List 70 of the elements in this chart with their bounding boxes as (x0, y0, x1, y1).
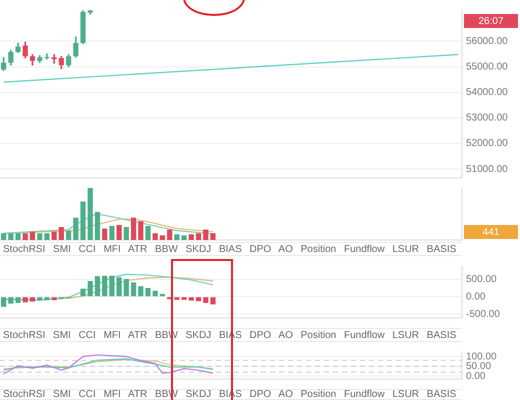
bar (52, 297, 57, 300)
bar (109, 276, 114, 296)
bar (94, 276, 100, 296)
bar (30, 297, 36, 302)
y-tick-label: 100.00 (466, 351, 498, 362)
y-tick-label: 500.00 (466, 274, 498, 286)
bar (1, 233, 6, 240)
y-tick-label: 52000.00 (466, 138, 508, 150)
bar (174, 297, 180, 300)
bar (44, 297, 50, 300)
bar (196, 233, 202, 240)
bar (188, 234, 194, 240)
bar (145, 226, 151, 240)
bar (30, 232, 36, 240)
bar (116, 277, 122, 296)
y-tick-label: 55000.00 (466, 62, 508, 73)
bar (58, 227, 64, 240)
bar (196, 297, 202, 302)
bar (37, 233, 42, 240)
bar (130, 282, 136, 296)
bar (80, 202, 86, 240)
bar (174, 234, 180, 240)
bar (152, 233, 158, 240)
bar (138, 221, 144, 240)
bar (52, 232, 57, 240)
bar (94, 212, 100, 240)
y-tick-label: 50.00 (466, 361, 492, 372)
bar (181, 235, 187, 240)
bar (160, 235, 166, 240)
bar (210, 233, 216, 240)
text: 441 (482, 226, 500, 238)
y-tick-label: 53000.00 (466, 112, 508, 124)
bar (15, 233, 21, 240)
bar (124, 278, 129, 296)
bar (73, 218, 78, 240)
bar (66, 230, 72, 240)
bar (181, 297, 187, 300)
text: StochRSI SMI CCI MFI ATR BBW SKDJ BIAS DPO AO Position Fundflow LSUR BASIS (0, 242, 462, 256)
bar (102, 228, 108, 240)
bar (37, 297, 42, 301)
bar (116, 224, 122, 240)
bar (203, 230, 208, 240)
y-tick-label: 0.00 (466, 291, 486, 302)
bar (109, 226, 114, 240)
y-tick-label: 56000.00 (466, 36, 508, 47)
bar (167, 230, 172, 240)
bar (80, 288, 86, 296)
text: 26:07 (478, 16, 504, 27)
bar (1, 297, 6, 307)
bar (188, 297, 194, 301)
bar (8, 233, 14, 240)
bar (124, 227, 129, 240)
bar (44, 233, 50, 240)
bar (8, 297, 14, 304)
y-tick-label: 51000.00 (466, 164, 508, 175)
bar (145, 288, 151, 296)
bar (130, 218, 136, 240)
y-tick-label: 0.00 (466, 370, 486, 382)
bar (88, 188, 93, 240)
bar (152, 290, 158, 296)
bar (210, 297, 216, 304)
bar (88, 281, 93, 296)
bar (102, 276, 108, 296)
y-tick-label: -500.00 (466, 308, 500, 320)
bar (22, 233, 28, 240)
bar (203, 297, 208, 303)
bar (15, 297, 21, 303)
bar (138, 286, 144, 296)
y-tick-label: 54000.00 (466, 87, 508, 98)
bar (22, 297, 28, 302)
